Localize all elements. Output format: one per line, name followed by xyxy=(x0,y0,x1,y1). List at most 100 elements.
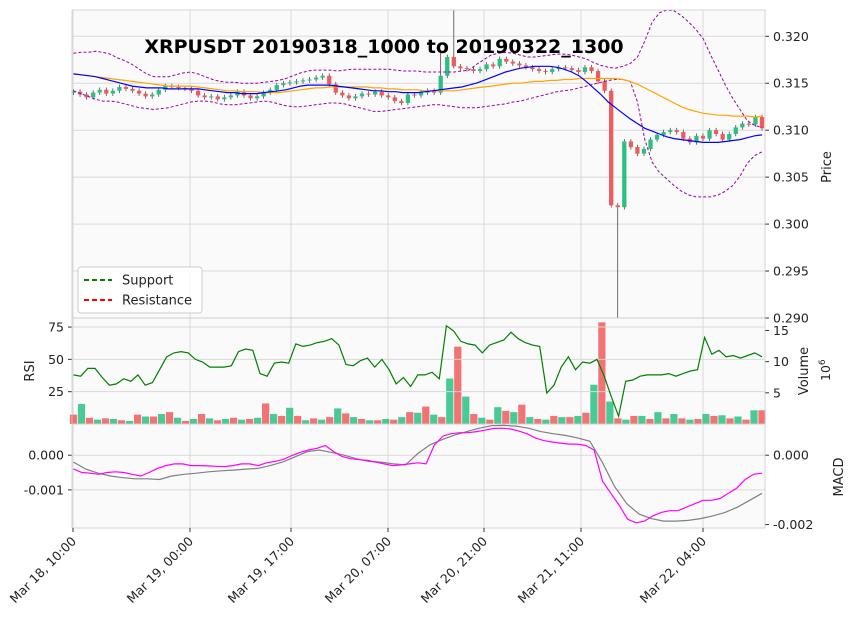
candle-body xyxy=(71,91,76,93)
candle-body xyxy=(615,205,620,208)
candle-body xyxy=(300,80,306,82)
candle-body xyxy=(720,133,725,140)
volume-bar xyxy=(149,416,158,424)
rsi-tick-label: 25 xyxy=(48,384,64,399)
candle-body xyxy=(700,135,706,139)
candle-body xyxy=(287,82,293,84)
volume-bar xyxy=(750,410,758,424)
rsi-tick-label: 50 xyxy=(48,352,64,367)
candle-body xyxy=(281,83,286,86)
volume-bar xyxy=(230,417,238,424)
volume-axis-label: Volume xyxy=(797,347,812,395)
candle-body xyxy=(268,89,273,93)
candle-body xyxy=(458,66,463,69)
candle-body xyxy=(432,90,437,93)
candle-body xyxy=(379,91,384,96)
candle-body xyxy=(195,90,201,96)
volume-bar xyxy=(262,403,270,424)
candle-body xyxy=(248,95,253,99)
x-tick-label: Mar 20, 21:00 xyxy=(418,533,490,605)
candle-body xyxy=(412,94,417,96)
volume-bar xyxy=(614,418,622,424)
candle-body xyxy=(497,58,502,67)
x-tick-label: Mar 22, 04:00 xyxy=(637,533,709,605)
x-tick-label: Mar 18, 10:00 xyxy=(7,533,79,605)
candle-body xyxy=(156,89,161,95)
ema-line xyxy=(73,65,763,143)
volume-bar xyxy=(85,417,94,424)
candle-body xyxy=(274,85,279,90)
volume-bar xyxy=(646,419,654,424)
volume-bar xyxy=(278,415,286,424)
legend-resistance-label: Resistance xyxy=(122,294,192,309)
candle-body xyxy=(504,58,509,62)
volume-bar xyxy=(598,322,606,424)
volume-bar xyxy=(574,415,582,424)
volume-bar xyxy=(606,401,614,424)
x-tick-label: Mar 19, 17:00 xyxy=(225,533,297,605)
candle-body xyxy=(327,75,332,85)
candle-body xyxy=(209,96,214,98)
rsi-tick-label: 75 xyxy=(48,320,64,335)
candle-body xyxy=(759,117,765,129)
volume-bar xyxy=(125,420,134,424)
volume-bar xyxy=(197,414,206,424)
candle-body xyxy=(595,71,601,82)
candle-body xyxy=(753,117,758,125)
volume-bar xyxy=(374,420,382,424)
candle-body xyxy=(668,130,673,133)
candle-body xyxy=(359,93,365,97)
legend: Support Resistance xyxy=(77,266,203,314)
candle-body xyxy=(150,94,155,97)
volume-bar xyxy=(742,419,750,424)
volume-bar xyxy=(638,415,646,424)
candle-body xyxy=(143,93,148,97)
macd-line xyxy=(73,427,763,524)
candle-body xyxy=(530,67,535,70)
volume-bar xyxy=(710,415,718,424)
candle-body xyxy=(418,92,424,96)
candle-body xyxy=(746,123,752,125)
volume-bar xyxy=(398,417,406,424)
volume-bar xyxy=(734,416,742,424)
rsi-line xyxy=(73,324,763,419)
volume-bar xyxy=(478,417,486,424)
candle-body xyxy=(222,97,227,100)
price-tick-label: 0.290 xyxy=(773,311,809,326)
candle-body xyxy=(628,141,633,148)
volume-bar xyxy=(518,404,526,424)
candle-body xyxy=(471,69,476,72)
candle-body xyxy=(484,64,489,70)
volume-bar xyxy=(286,407,294,424)
volume-bar xyxy=(694,419,702,424)
volume-bar xyxy=(310,418,318,424)
candle-body xyxy=(333,84,338,93)
candle-body xyxy=(97,89,102,93)
candle-body xyxy=(313,77,319,80)
candle-body xyxy=(681,132,686,139)
candle-body xyxy=(202,95,207,98)
x-tick-label: Mar 19, 00:00 xyxy=(124,533,196,605)
candle-body xyxy=(733,127,738,134)
candle-body xyxy=(582,67,588,72)
volume-bar xyxy=(318,419,326,424)
candle-body xyxy=(438,75,443,93)
candle-body xyxy=(648,139,653,149)
volume-bar xyxy=(702,414,710,424)
volume-bar xyxy=(101,418,110,424)
candle-body xyxy=(294,81,299,83)
candle-body xyxy=(117,87,122,91)
volume-bar xyxy=(334,408,342,424)
macd-axis-label: MACD xyxy=(832,458,847,497)
volume-bar xyxy=(494,407,502,424)
volume-bar xyxy=(302,420,310,424)
volume-bar xyxy=(462,396,470,424)
volume-bar xyxy=(390,419,398,424)
price-tick-label: 0.320 xyxy=(773,29,809,44)
volume-bar xyxy=(342,413,350,424)
volume-bar xyxy=(141,416,150,424)
volume-bar xyxy=(69,414,78,424)
macd-panel-background xyxy=(72,424,765,528)
bollinger-lower-line xyxy=(73,79,763,198)
